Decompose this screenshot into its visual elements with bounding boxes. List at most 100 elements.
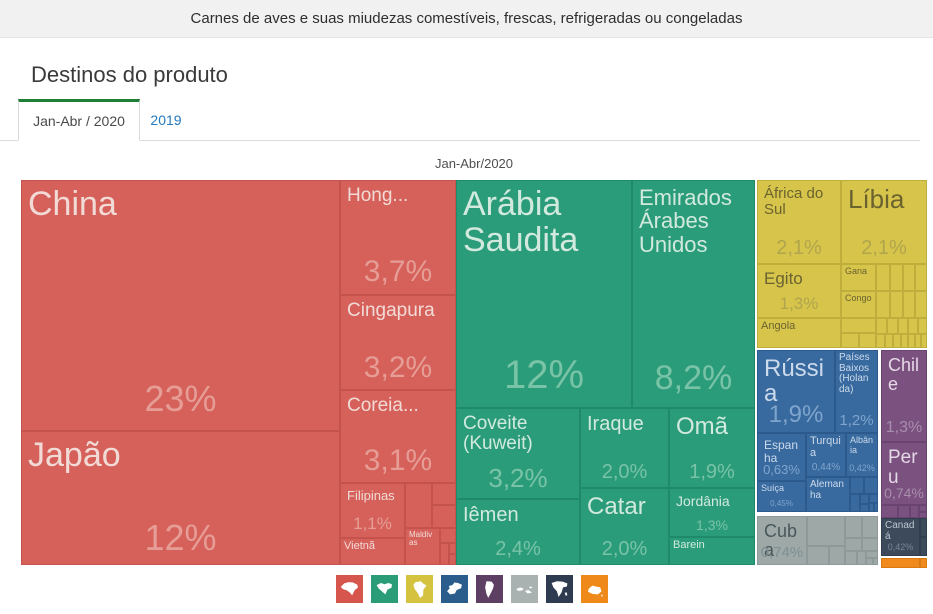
treemap-cell-congo[interactable]: Congo (841, 291, 876, 318)
treemap-cell-arabia-saudita[interactable]: Arábia Saudita 12% (456, 180, 632, 408)
treemap-cell-libia[interactable]: Líbia 2,1% (841, 180, 927, 264)
treemap-cell-africa[interactable] (903, 291, 915, 318)
legend-oceania-icon[interactable] (581, 575, 608, 603)
treemap-cell-central-america-caribbean[interactable] (829, 546, 845, 565)
treemap-cell-africa[interactable] (841, 318, 876, 333)
treemap-cell-central-america-caribbean[interactable] (866, 551, 878, 558)
treemap-cell-south-america[interactable] (919, 505, 927, 512)
treemap-cell-africa[interactable] (903, 264, 915, 291)
treemap-cell-asia[interactable] (405, 483, 432, 528)
treemap-cell-africa[interactable] (893, 334, 901, 348)
treemap-cell-africa[interactable] (921, 334, 927, 348)
treemap-cell-asia[interactable] (440, 528, 456, 543)
treemap-cell-japao[interactable]: Japão 12% (21, 431, 340, 565)
treemap-cell-angola[interactable]: Angola (757, 318, 841, 348)
treemap-cell-africa[interactable] (898, 318, 908, 334)
treemap-cell-vietna[interactable]: Vietnã (340, 538, 405, 565)
treemap-cell-oceania[interactable] (881, 558, 920, 568)
treemap-cell-africa[interactable] (918, 318, 927, 334)
treemap-cell-europe[interactable] (869, 503, 874, 512)
legend-north-america-icon[interactable] (546, 575, 573, 603)
treemap-cell-alemanha[interactable]: Alemanha (806, 477, 850, 512)
treemap-cell-africa[interactable] (841, 333, 859, 348)
treemap-cell-coveite-kuweit[interactable]: Coveite (Kuweit) 3,2% (456, 408, 580, 499)
treemap-cell-africa[interactable] (908, 334, 915, 348)
treemap-cell-africa[interactable] (890, 291, 903, 318)
treemap-cell-europe[interactable] (864, 477, 878, 494)
treemap-cell-oceania[interactable] (920, 558, 927, 568)
legend-asia-icon[interactable] (336, 575, 363, 603)
treemap-cell-gana[interactable]: Gana (841, 264, 876, 291)
treemap-cell-russia[interactable]: Rússia 1,9% (757, 350, 835, 433)
tab-jan-abr-2020[interactable]: Jan-Abr / 2020 (18, 99, 140, 141)
treemap-cell-hong[interactable]: Hong... 3,7% (340, 180, 456, 295)
treemap-cell-africa[interactable] (915, 291, 927, 318)
treemap-cell-africa[interactable] (915, 264, 927, 291)
treemap-cell-central-america-caribbean[interactable] (845, 551, 857, 565)
treemap-cell-asia[interactable] (449, 554, 456, 565)
treemap-cell-central-america-caribbean[interactable] (866, 558, 873, 565)
legend-africa-icon[interactable] (406, 575, 433, 603)
treemap-cell-europe[interactable] (850, 494, 860, 512)
treemap-cell-africa[interactable] (876, 264, 890, 291)
treemap-cell-iraque[interactable]: Iraque 2,0% (580, 408, 669, 488)
treemap-cell-south-america[interactable] (919, 512, 927, 518)
treemap-cell-jordania[interactable]: Jordânia 1,3% (669, 488, 755, 537)
treemap-cell-asia[interactable] (432, 505, 456, 528)
treemap-cell-africa[interactable] (885, 334, 893, 348)
treemap-cell-central-america-caribbean[interactable] (862, 538, 878, 551)
legend-europe-icon[interactable] (441, 575, 468, 603)
legend-central-america-caribbean-icon[interactable] (511, 575, 538, 603)
treemap-cell-filipinas[interactable]: Filipinas 1,1% (340, 483, 405, 538)
treemap-cell-africa[interactable] (887, 318, 898, 334)
treemap-cell-asia[interactable] (432, 483, 456, 505)
tab-2019[interactable]: 2019 (140, 99, 192, 141)
legend-south-america-icon[interactable] (476, 575, 503, 603)
treemap-cell-north-america[interactable] (920, 537, 927, 556)
treemap-cell-maldivas[interactable]: Maldivas (405, 528, 440, 565)
treemap-cell-africa[interactable] (901, 334, 908, 348)
treemap-cell-espanha[interactable]: Espanha 0,63% (757, 433, 806, 481)
treemap-cell-china[interactable]: China 23% (21, 180, 340, 431)
treemap-cell-south-america[interactable] (881, 505, 898, 518)
treemap-cell-canada[interactable]: Canadá 0,42% (881, 518, 920, 556)
treemap-cell-africa-do-sul[interactable]: África do Sul 2,1% (757, 180, 841, 264)
treemap-cell-oma[interactable]: Omã 1,9% (669, 408, 755, 488)
treemap-cell-central-america-caribbean[interactable] (807, 546, 829, 565)
treemap-cell-europe[interactable] (874, 503, 878, 512)
treemap-cell-central-america-caribbean[interactable] (807, 516, 845, 546)
treemap-cell-africa[interactable] (890, 264, 903, 291)
treemap-cell-suica[interactable]: Suíça 0,45% (757, 481, 806, 512)
treemap-cell-asia[interactable] (449, 543, 456, 554)
treemap-cell-central-america-caribbean[interactable] (862, 516, 878, 538)
treemap-cell-south-america[interactable] (910, 505, 919, 518)
treemap-cell-catar[interactable]: Catar 2,0% (580, 488, 669, 565)
treemap-cell-chile[interactable]: Chile 1,3% (881, 350, 927, 442)
treemap-cell-europe[interactable] (860, 494, 869, 504)
treemap-cell-central-america-caribbean[interactable] (873, 558, 878, 565)
treemap-cell-albania[interactable]: Albânia 0,42% (846, 433, 878, 477)
treemap-cell-europe[interactable] (850, 477, 864, 494)
treemap-cell-emirados-arabes-unidos[interactable]: Emirados Árabes Unidos 8,2% (632, 180, 755, 408)
treemap-cell-africa[interactable] (876, 334, 885, 348)
treemap-cell-south-america[interactable] (898, 505, 910, 518)
treemap-cell-turquia[interactable]: Turquia 0,44% (806, 433, 846, 477)
treemap-cell-paises-baixos-holanda[interactable]: Países Baixos (Holanda) 1,2% (835, 350, 878, 433)
treemap-cell-europe[interactable] (869, 494, 878, 503)
treemap-cell-central-america-caribbean[interactable] (845, 516, 862, 538)
treemap-cell-cingapura[interactable]: Cingapura 3,2% (340, 295, 456, 390)
treemap-cell-cuba[interactable]: Cuba 0,74% (757, 516, 807, 565)
treemap-cell-africa[interactable] (859, 333, 876, 348)
treemap-cell-peru[interactable]: Peru 0,74% (881, 442, 927, 505)
treemap-cell-central-america-caribbean[interactable] (845, 538, 862, 551)
treemap-cell-europe[interactable] (860, 504, 869, 512)
treemap-cell-barein[interactable]: Barein (669, 537, 755, 565)
treemap-cell-asia[interactable] (440, 543, 449, 565)
treemap-cell-egito[interactable]: Egito 1,3% (757, 264, 841, 318)
treemap-cell-central-america-caribbean[interactable] (857, 551, 866, 565)
treemap-cell-africa[interactable] (876, 291, 890, 318)
treemap-cell-africa[interactable] (876, 318, 887, 334)
treemap-cell-iemen[interactable]: Iêmen 2,4% (456, 499, 580, 565)
treemap-cell-africa[interactable] (915, 334, 921, 348)
treemap-cell-coreia[interactable]: Coreia... 3,1% (340, 390, 456, 483)
